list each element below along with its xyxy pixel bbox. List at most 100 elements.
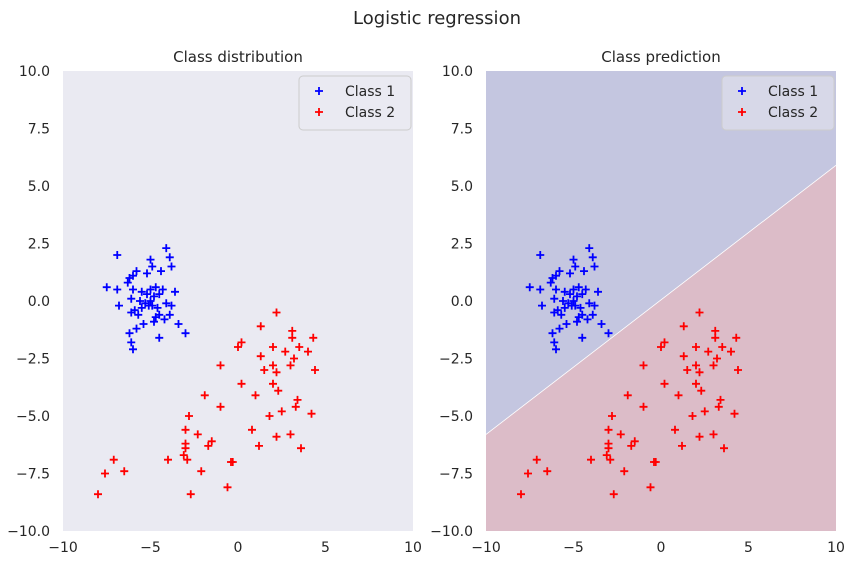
data-point — [237, 379, 246, 388]
data-point — [148, 262, 157, 271]
legend-box — [298, 75, 412, 131]
data-point — [588, 310, 597, 319]
data-point — [697, 386, 706, 395]
data-point — [144, 301, 153, 310]
y-tick-label: −5.0 — [439, 409, 473, 425]
x-tick-label: −10 — [471, 540, 501, 556]
y-tick-label: 0.0 — [28, 294, 50, 310]
data-point — [630, 437, 639, 446]
data-point — [606, 455, 615, 464]
data-point — [193, 430, 202, 439]
data-point — [137, 287, 146, 296]
data-point — [295, 343, 304, 351]
y-tick-label: −10.0 — [430, 524, 473, 540]
data-point — [197, 467, 206, 476]
data-point — [143, 269, 151, 278]
data-point — [286, 361, 295, 370]
data-point — [181, 329, 190, 338]
data-point — [609, 490, 618, 499]
x-tick-label: 10 — [827, 540, 845, 556]
legend-marker — [315, 108, 323, 116]
data-point — [255, 441, 263, 450]
decision-boundary — [485, 164, 837, 435]
data-point — [550, 294, 559, 303]
data-point — [127, 338, 136, 347]
data-point — [127, 294, 136, 303]
data-point — [237, 338, 246, 347]
data-point — [704, 347, 713, 356]
data-point — [109, 455, 118, 464]
data-point — [157, 267, 165, 276]
data-point — [692, 343, 700, 351]
data-point — [585, 299, 594, 308]
x-tick-label: 0 — [234, 540, 243, 556]
data-point — [130, 306, 139, 315]
data-point — [102, 283, 111, 292]
data-point — [94, 490, 102, 499]
data-point — [678, 441, 686, 450]
data-point — [720, 444, 728, 453]
axes-title: Class distribution — [173, 48, 303, 66]
data-point — [151, 283, 160, 292]
data-point — [185, 412, 193, 420]
y-tick-label: 7.5 — [28, 122, 50, 138]
data-point — [228, 458, 237, 466]
data-point — [683, 366, 692, 374]
data-point — [716, 395, 725, 404]
data-point — [597, 320, 606, 328]
data-point — [732, 333, 741, 342]
data-point — [183, 455, 192, 464]
data-point — [251, 391, 260, 400]
data-point — [679, 352, 688, 361]
data-point — [578, 333, 587, 342]
legend-label: Class 2 — [768, 105, 818, 121]
data-point — [567, 301, 576, 310]
legend-marker — [315, 87, 323, 95]
data-point — [181, 444, 190, 453]
data-point — [216, 361, 225, 370]
data-point — [158, 285, 167, 294]
data-point — [132, 267, 141, 276]
data-point — [560, 287, 569, 296]
data-point — [288, 326, 297, 335]
data-point — [588, 253, 597, 262]
data-point — [123, 278, 132, 287]
data-point — [291, 402, 300, 411]
data-point — [536, 251, 545, 259]
data-point — [695, 368, 704, 377]
data-point — [113, 285, 122, 294]
y-tick-label: 7.5 — [451, 122, 473, 138]
legend: Class 1 Class 2 — [298, 75, 412, 131]
data-point — [660, 338, 669, 347]
data-point — [620, 467, 629, 476]
data-point — [569, 297, 578, 305]
data-point — [272, 432, 281, 441]
plot-background — [63, 71, 413, 531]
data-point — [566, 269, 574, 278]
data-point — [727, 347, 735, 356]
data-point — [679, 322, 688, 331]
data-point — [604, 329, 613, 338]
data-point — [623, 391, 632, 400]
figure-suptitle: Logistic regression — [353, 8, 521, 29]
data-point — [548, 329, 557, 338]
data-point — [604, 425, 613, 434]
data-point — [281, 347, 290, 356]
data-point — [256, 352, 265, 361]
data-point — [269, 361, 277, 370]
legend-label: Class 1 — [768, 84, 818, 100]
data-point — [578, 290, 587, 299]
data-point — [204, 441, 213, 450]
data-point — [290, 354, 298, 363]
y-tick-label: 10.0 — [442, 64, 473, 80]
data-point — [718, 343, 727, 351]
data-point — [223, 483, 232, 492]
data-point — [639, 361, 648, 370]
data-point — [155, 290, 164, 299]
data-point — [560, 303, 569, 312]
data-point — [132, 324, 141, 333]
y-tick-label: −2.5 — [439, 352, 473, 368]
data-point — [688, 412, 697, 420]
data-point — [129, 345, 137, 354]
data-point — [573, 292, 581, 301]
